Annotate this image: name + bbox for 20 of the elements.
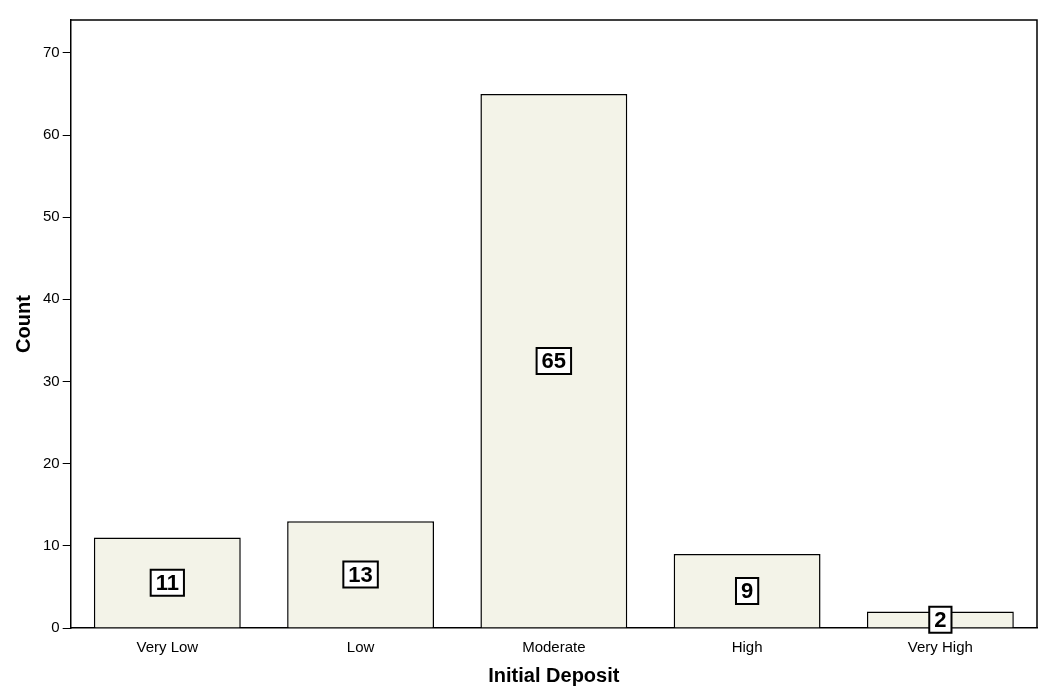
data-label: 2 — [934, 606, 947, 632]
y-tick-label: 60 — [43, 125, 60, 143]
y-tick-label: 70 — [43, 43, 60, 61]
x-tick-label: High — [731, 638, 763, 656]
y-tick-label: 50 — [43, 207, 60, 225]
y-tick-label: 10 — [43, 535, 60, 553]
y-tick-label: 30 — [43, 371, 60, 389]
data-label: 13 — [348, 561, 373, 587]
x-axis-title: Initial Deposit — [488, 663, 620, 686]
data-label: 9 — [740, 578, 754, 604]
x-tick-label: Very Low — [136, 638, 199, 656]
x-tick-label: Moderate — [522, 638, 586, 656]
y-tick-label: 0 — [51, 618, 60, 636]
y-axis-title: Count — [11, 294, 34, 353]
x-tick-label: Very High — [907, 638, 973, 656]
data-label: 11 — [155, 569, 179, 595]
x-tick-label: Low — [346, 638, 375, 656]
y-tick-label: 40 — [43, 289, 60, 307]
data-label: 65 — [541, 348, 567, 374]
y-tick-label: 20 — [43, 453, 60, 471]
